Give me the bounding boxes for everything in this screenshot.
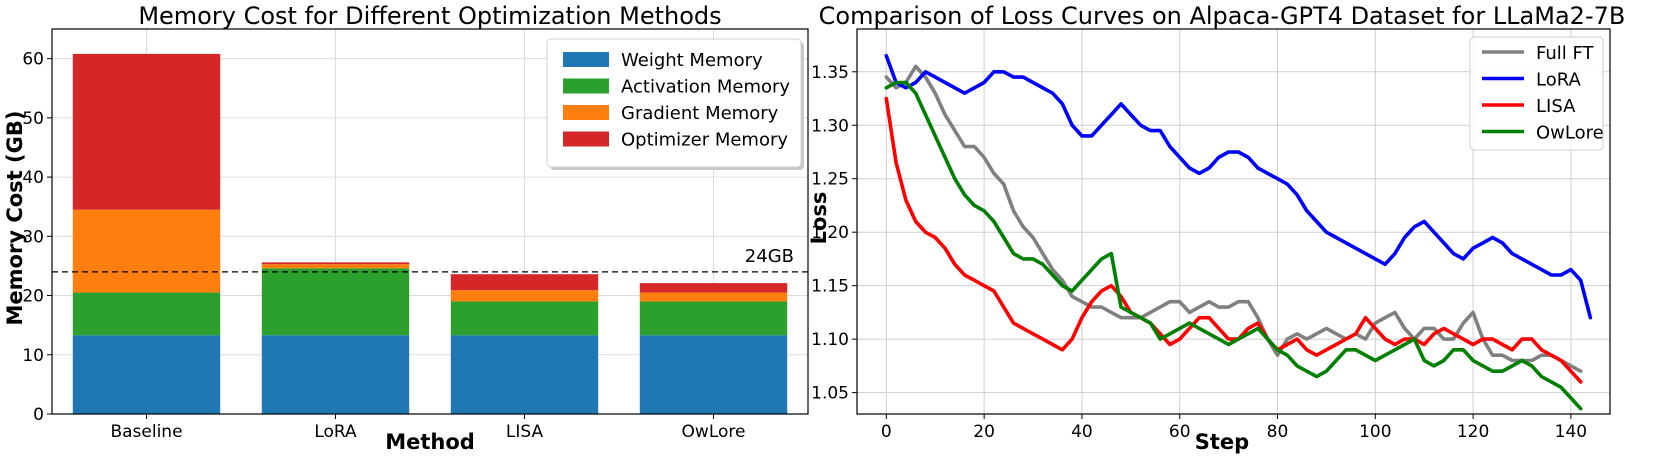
loss-chart-x-label: Step xyxy=(1195,430,1249,454)
loss-chart-x-ticks: 0 20 40 60 80 100 120 140 xyxy=(881,414,1587,442)
bar-segment xyxy=(72,292,221,336)
legend-label: Full FT xyxy=(1536,43,1595,64)
x-tick-label: 60 xyxy=(1169,422,1191,442)
memory-cost-chart: Memory Cost for Different Optimization M… xyxy=(3,2,809,454)
legend-label: Activation Memory xyxy=(621,77,790,98)
memory-chart-x-ticks: Baseline LoRA LISA OwLore xyxy=(110,414,745,442)
x-tick-label: 120 xyxy=(1457,422,1489,442)
loss-series-line xyxy=(884,80,1583,411)
x-tick-label: OwLore xyxy=(682,422,746,442)
legend-label: Weight Memory xyxy=(621,50,763,71)
x-tick-label: 80 xyxy=(1267,422,1289,442)
x-tick-label: 40 xyxy=(1071,422,1093,442)
memory-chart-y-ticks: 0 10 20 30 40 50 60 xyxy=(22,50,52,425)
y-tick-label: 1.15 xyxy=(811,277,849,297)
loss-chart-title: Comparison of Loss Curves on Alpaca-GPT4… xyxy=(819,2,1626,30)
bar-segment xyxy=(261,264,410,269)
bar-segment xyxy=(450,290,599,302)
bar-segment xyxy=(261,268,410,336)
y-tick-label: 20 xyxy=(22,287,44,307)
loss-chart-y-label: Loss xyxy=(807,192,831,245)
bar-segment xyxy=(261,335,410,414)
y-tick-label: 1.25 xyxy=(811,170,849,190)
y-tick-label: 1.20 xyxy=(811,223,849,243)
x-tick-label: 20 xyxy=(973,422,995,442)
x-tick-label: Baseline xyxy=(110,422,182,442)
legend-label: OwLore xyxy=(1536,123,1604,144)
bar-segment xyxy=(639,283,788,293)
bar-segment xyxy=(72,209,221,293)
memory-chart-x-label: Method xyxy=(385,430,475,454)
legend-label: Optimizer Memory xyxy=(621,130,788,151)
memory-chart-legend: Weight Memory Activation Memory Gradient M… xyxy=(546,38,804,170)
y-tick-label: 1.35 xyxy=(811,63,849,83)
bar-segment xyxy=(72,53,221,210)
y-tick-label: 1.05 xyxy=(811,384,849,404)
legend-swatch xyxy=(563,131,609,147)
legend-swatch xyxy=(563,78,609,94)
reference-line-label: 24GB xyxy=(745,246,794,267)
x-tick-label: 100 xyxy=(1359,422,1391,442)
loss-chart-lines xyxy=(884,53,1593,411)
loss-curves-chart: Comparison of Loss Curves on Alpaca-GPT4… xyxy=(807,2,1625,454)
y-tick-label: 30 xyxy=(22,227,44,247)
bar-segment xyxy=(450,274,599,291)
x-tick-label: LISA xyxy=(506,422,544,442)
y-tick-label: 50 xyxy=(22,109,44,129)
memory-chart-frame xyxy=(51,28,809,415)
bar-segment xyxy=(639,335,788,414)
loss-series-line xyxy=(884,96,1583,384)
memory-chart-y-label: Memory Cost (GB) xyxy=(3,111,27,326)
loss-chart-frame xyxy=(856,28,1611,415)
y-tick-label: 60 xyxy=(22,50,44,70)
memory-chart-bars xyxy=(72,53,788,414)
memory-chart-title: Memory Cost for Different Optimization M… xyxy=(138,2,721,30)
legend-box xyxy=(546,38,802,168)
loss-chart-grid xyxy=(857,29,1610,414)
legend-label: LISA xyxy=(1536,96,1576,117)
x-tick-label: LoRA xyxy=(314,422,357,442)
bar-segment xyxy=(450,335,599,414)
legend-swatch xyxy=(563,105,609,120)
legend-box xyxy=(1469,36,1604,151)
bar-segment xyxy=(639,301,788,336)
y-tick-label: 1.30 xyxy=(811,116,849,136)
bar-segment xyxy=(450,301,599,336)
y-tick-label: 10 xyxy=(22,346,44,366)
bar-segment xyxy=(639,292,788,302)
legend-swatch xyxy=(563,52,609,67)
loss-series-line xyxy=(884,64,1583,374)
legend-label: LoRA xyxy=(1536,70,1582,91)
legend-label: Gradient Memory xyxy=(621,103,779,124)
bar-segment xyxy=(72,335,221,414)
loss-chart-y-ticks: 1.05 1.10 1.15 1.20 1.25 1.30 1.35 xyxy=(811,63,857,404)
x-tick-label: 140 xyxy=(1555,422,1587,442)
loss-series-line xyxy=(884,53,1593,320)
x-tick-label: 0 xyxy=(881,422,892,442)
bar-segment xyxy=(261,262,410,265)
y-tick-label: 0 xyxy=(33,405,44,425)
y-tick-label: 40 xyxy=(22,168,44,188)
y-tick-label: 1.10 xyxy=(811,330,849,350)
loss-chart-legend: Full FT LoRA LISA OwLore xyxy=(1469,36,1604,151)
